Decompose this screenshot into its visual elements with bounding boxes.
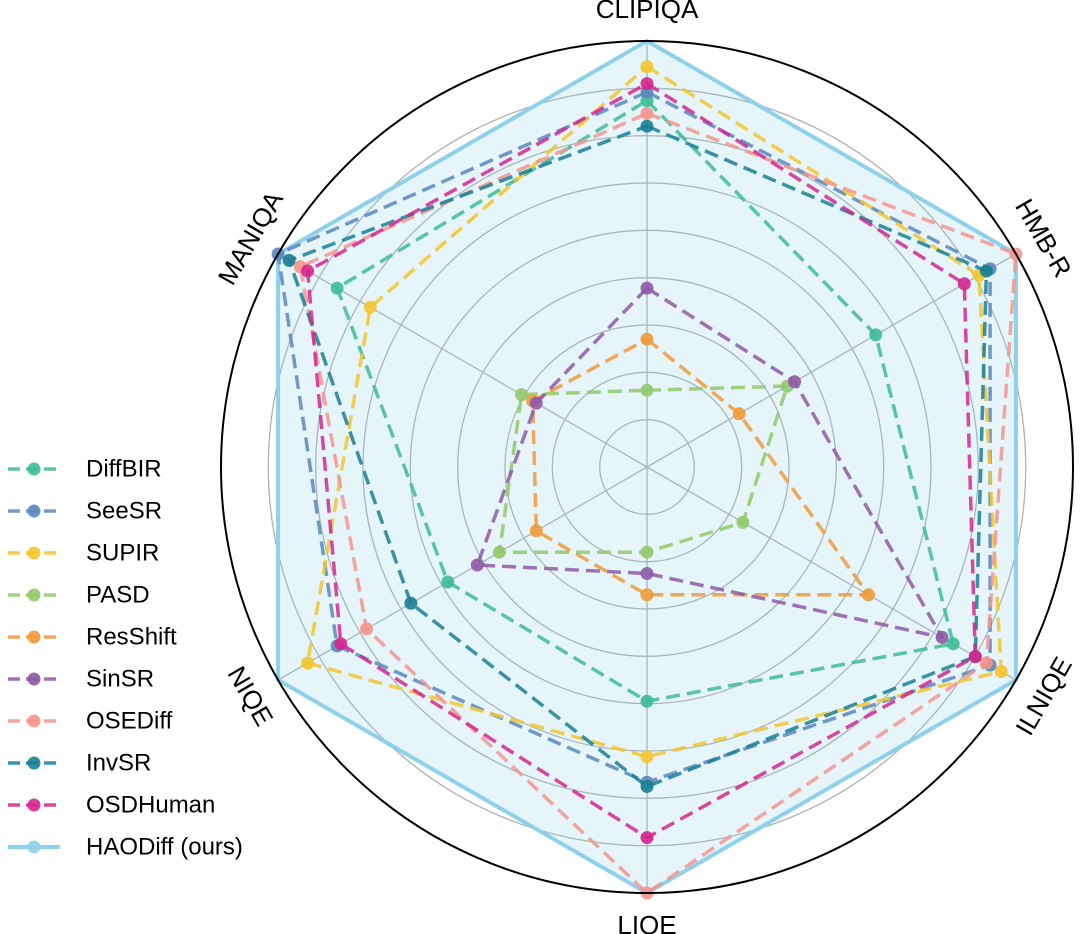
point-resshift-clipiqa	[640, 332, 654, 346]
legend-marker-sinsr	[27, 672, 41, 686]
legend-item-seesr: SeeSR	[8, 498, 162, 525]
legend-item-resshift: ResShift	[8, 624, 177, 651]
legend-item-haodiff-ours: HAODiff (ours)	[8, 834, 243, 861]
point-sinsr-liqe	[640, 567, 654, 580]
point-osdhuman-niqe	[334, 637, 348, 651]
series-haodiff-ours	[276, 39, 1018, 895]
series-sinsr	[470, 281, 949, 644]
legend-label-osediff: OSEDiff	[86, 708, 173, 735]
axis-label-clipiqa: CLIPIQA	[596, 0, 699, 24]
legend-marker-supir	[27, 546, 41, 560]
point-pasd-ilniqe	[736, 515, 750, 529]
legend-item-supir: SUPIR	[8, 540, 159, 567]
legend-marker-resshift	[27, 630, 41, 644]
legend-label-resshift: ResShift	[86, 624, 177, 651]
axis-label-niqe: NIQE	[222, 661, 280, 731]
legend-label-sinsr: SinSR	[86, 666, 154, 693]
point-invsr-liqe	[640, 780, 654, 793]
series-pasd	[492, 379, 794, 559]
legend-label-seesr: SeeSR	[86, 498, 162, 525]
legend-marker-haodiff-ours	[27, 840, 41, 854]
point-supir-liqe	[640, 750, 654, 764]
point-invsr-clipiqa	[640, 119, 654, 133]
point-resshift-liqe	[640, 588, 654, 602]
point-osediff-niqe	[360, 622, 374, 636]
point-invsr-niqe	[404, 596, 418, 610]
legend-label-supir: SUPIR	[86, 540, 159, 567]
axis-label-liqe: LIQE	[617, 910, 676, 934]
series-osediff	[293, 106, 1023, 900]
legend: DiffBIR SeeSR SUPIR PASD ResShift SinSR OSEDif…	[8, 456, 243, 861]
point-osdhuman-maniqa	[301, 264, 315, 278]
legend-item-invsr: InvSR	[8, 750, 151, 777]
point-osdhuman-clipiqa	[640, 77, 654, 91]
legend-item-diffbir: DiffBIR	[8, 456, 162, 483]
legend-item-osediff: OSEDiff	[8, 708, 173, 735]
legend-item-osdhuman: OSDHuman	[8, 792, 215, 819]
legend-label-diffbir: DiffBIR	[86, 456, 162, 483]
series-osdhuman	[301, 77, 982, 845]
point-osdhuman-liqe	[640, 831, 654, 845]
legend-label-haodiff-ours: HAODiff (ours)	[86, 834, 243, 861]
point-diffbir-liqe	[640, 694, 654, 708]
axis-label-ilniqe: ILNIQE	[1009, 652, 1078, 741]
point-supir-maniqa	[363, 300, 377, 314]
point-osediff-ilniqe	[979, 656, 993, 670]
legend-label-invsr: InvSR	[86, 750, 151, 777]
radar-series	[271, 39, 1023, 900]
point-diffbir-maniqa	[330, 281, 344, 295]
legend-item-pasd: PASD	[8, 582, 150, 609]
point-sinsr-niqe	[470, 558, 484, 572]
spoke-hmb-r	[646, 253, 1017, 468]
point-diffbir-niqe	[441, 575, 455, 589]
legend-label-osdhuman: OSDHuman	[86, 792, 215, 819]
point-pasd-liqe	[640, 545, 654, 559]
point-sinsr-maniqa	[529, 396, 543, 410]
point-resshift-niqe	[529, 524, 543, 538]
point-supir-clipiqa	[640, 60, 654, 74]
legend-marker-osdhuman	[27, 798, 41, 812]
point-invsr-maniqa	[282, 253, 296, 267]
point-resshift-ilniqe	[861, 588, 875, 602]
point-diffbir-ilniqe	[946, 637, 960, 651]
point-pasd-maniqa	[515, 388, 529, 402]
axis-label-hmb-r: HMB-R	[1009, 194, 1078, 283]
point-invsr-hmb-r	[979, 264, 993, 278]
point-diffbir-hmb-r	[869, 328, 883, 342]
point-supir-niqe	[301, 656, 315, 670]
point-sinsr-clipiqa	[640, 281, 654, 295]
point-osdhuman-ilniqe	[968, 650, 982, 664]
series-area-haodiff-ours	[276, 39, 1018, 895]
legend-marker-diffbir	[27, 462, 41, 476]
point-osediff-clipiqa	[640, 106, 654, 120]
legend-label-pasd: PASD	[86, 582, 150, 609]
point-supir-ilniqe	[994, 665, 1008, 678]
legend-marker-osediff	[27, 714, 41, 728]
point-sinsr-ilniqe	[935, 630, 949, 644]
legend-marker-pasd	[27, 588, 41, 602]
point-resshift-hmb-r	[732, 407, 746, 421]
legend-item-sinsr: SinSR	[8, 666, 154, 693]
legend-marker-seesr	[27, 504, 41, 518]
point-pasd-clipiqa	[640, 383, 654, 397]
point-sinsr-hmb-r	[788, 375, 802, 389]
legend-marker-invsr	[27, 756, 41, 770]
point-pasd-niqe	[492, 545, 506, 559]
radar-frame-circle	[220, 40, 1074, 894]
point-osdhuman-hmb-r	[957, 277, 971, 291]
